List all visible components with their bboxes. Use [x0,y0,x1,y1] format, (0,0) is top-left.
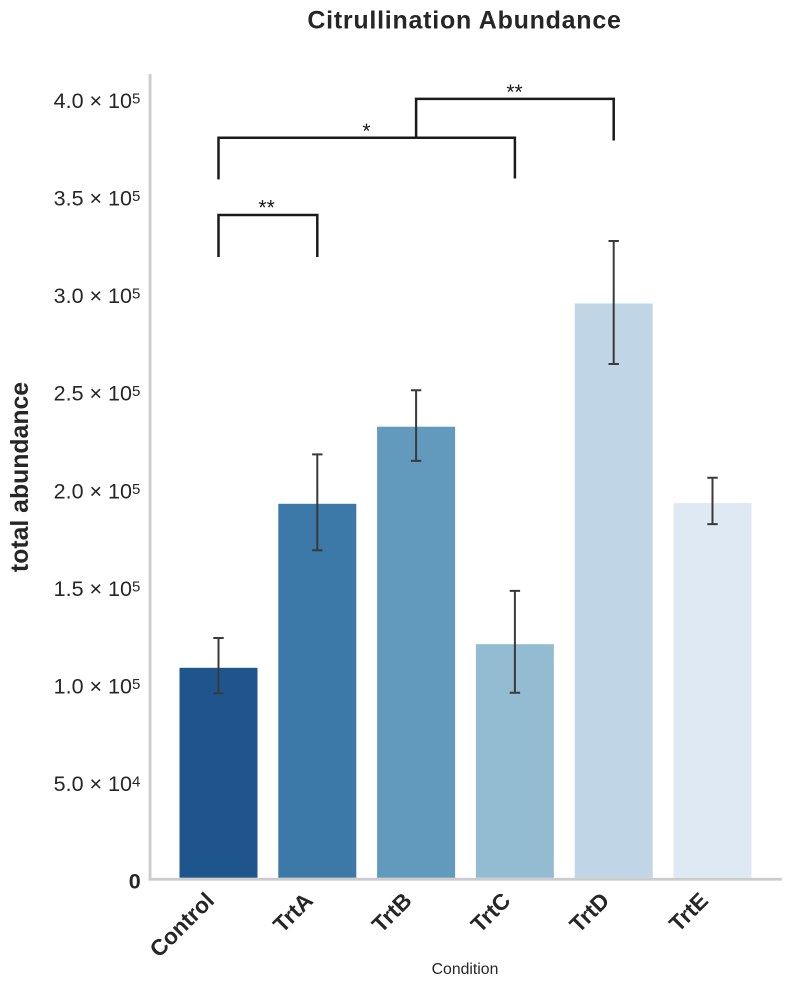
svg-text:4.0 × 105: 4.0 × 105 [54,89,141,113]
svg-text:total abundance: total abundance [7,382,34,572]
svg-text:3.0 × 105: 3.0 × 105 [54,284,141,308]
svg-text:**: ** [506,81,522,104]
svg-text:1.5 × 105: 1.5 × 105 [54,577,141,601]
svg-text:1.0 × 105: 1.0 × 105 [54,675,141,699]
svg-text:0: 0 [129,870,141,894]
svg-text:2.5 × 105: 2.5 × 105 [54,382,141,406]
svg-text:Citrullination Abundance: Citrullination Abundance [307,7,621,35]
svg-text:3.5 × 105: 3.5 × 105 [54,187,141,211]
svg-text:**: ** [258,197,274,220]
svg-text:*: * [362,120,370,143]
svg-text:5.0 × 104: 5.0 × 104 [54,772,141,796]
svg-text:Condition: Condition [432,961,499,978]
svg-text:2.0 × 105: 2.0 × 105 [54,479,141,503]
